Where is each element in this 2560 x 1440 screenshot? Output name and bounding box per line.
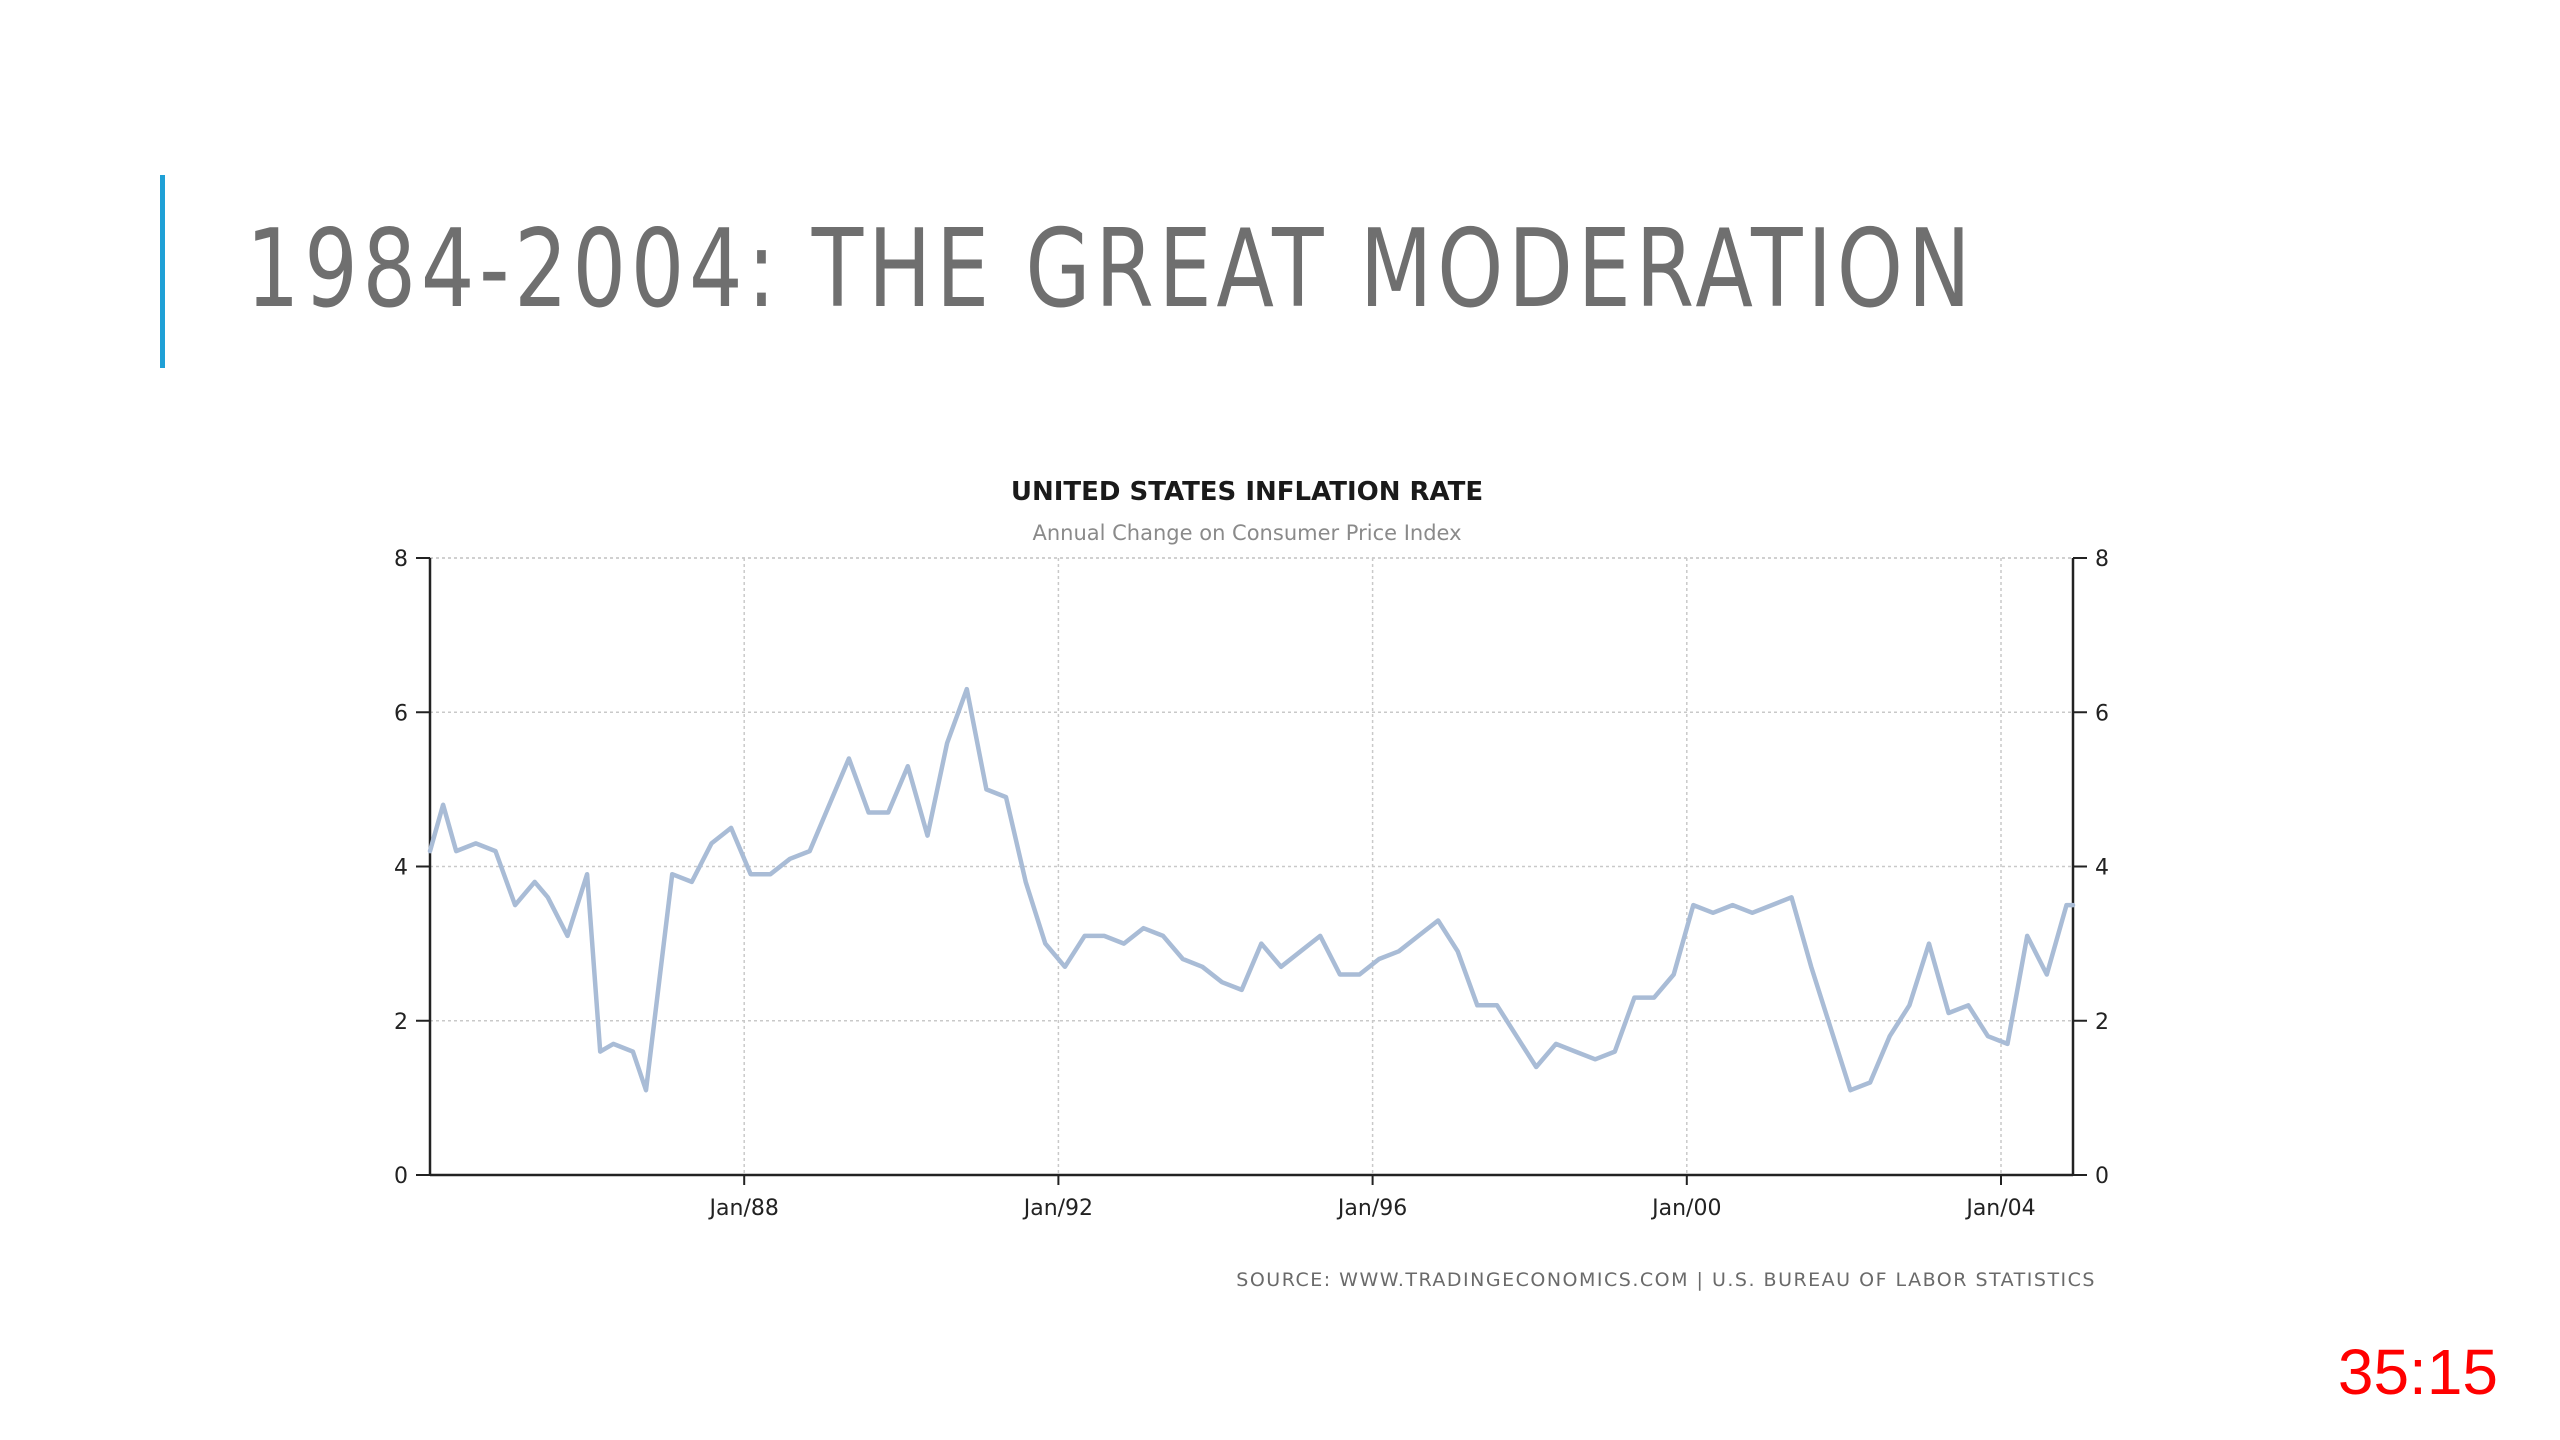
- chart-title: UNITED STATES INFLATION RATE: [1011, 477, 1483, 507]
- y-tick-label-left: 0: [394, 1164, 408, 1189]
- x-tick-label: Jan/92: [1022, 1196, 1093, 1221]
- y-tick-label-right: 0: [2095, 1164, 2109, 1189]
- y-tick-label-right: 2: [2095, 1010, 2109, 1035]
- y-tick-label-right: 4: [2095, 856, 2109, 881]
- chart-subtitle: Annual Change on Consumer Price Index: [1032, 521, 1461, 545]
- title-accent-bar: [160, 175, 165, 368]
- y-tick-label-left: 4: [394, 856, 408, 881]
- grid-layer: [430, 557, 2073, 1175]
- y-tick-label-left: 8: [394, 547, 408, 572]
- x-tick-label: Jan/88: [708, 1196, 779, 1221]
- chart-source: SOURCE: WWW.TRADINGECONOMICS.COM | U.S. …: [1236, 1269, 2096, 1291]
- inflation-series-line: [427, 686, 2076, 1093]
- series-layer: [427, 686, 2076, 1093]
- axis-layer: [416, 557, 2087, 1185]
- slide-title: 1984-2004: THE GREAT MODERATION: [246, 207, 1976, 332]
- y-tick-label-right: 6: [2095, 701, 2109, 726]
- label-layer: 0 0 2 2 4 4 6 6 8 8 Jan/88 Jan/92 Jan/96 Jan/00 Jan/04: [394, 547, 2109, 1221]
- countdown-timer: 35:15: [2337, 1336, 2498, 1408]
- y-tick-label-left: 6: [394, 701, 408, 726]
- y-tick-label-left: 2: [394, 1010, 408, 1035]
- x-tick-label: Jan/00: [1650, 1196, 1721, 1221]
- x-tick-label: Jan/96: [1336, 1196, 1407, 1221]
- y-tick-label-right: 8: [2095, 547, 2109, 572]
- x-tick-label: Jan/04: [1964, 1196, 2035, 1221]
